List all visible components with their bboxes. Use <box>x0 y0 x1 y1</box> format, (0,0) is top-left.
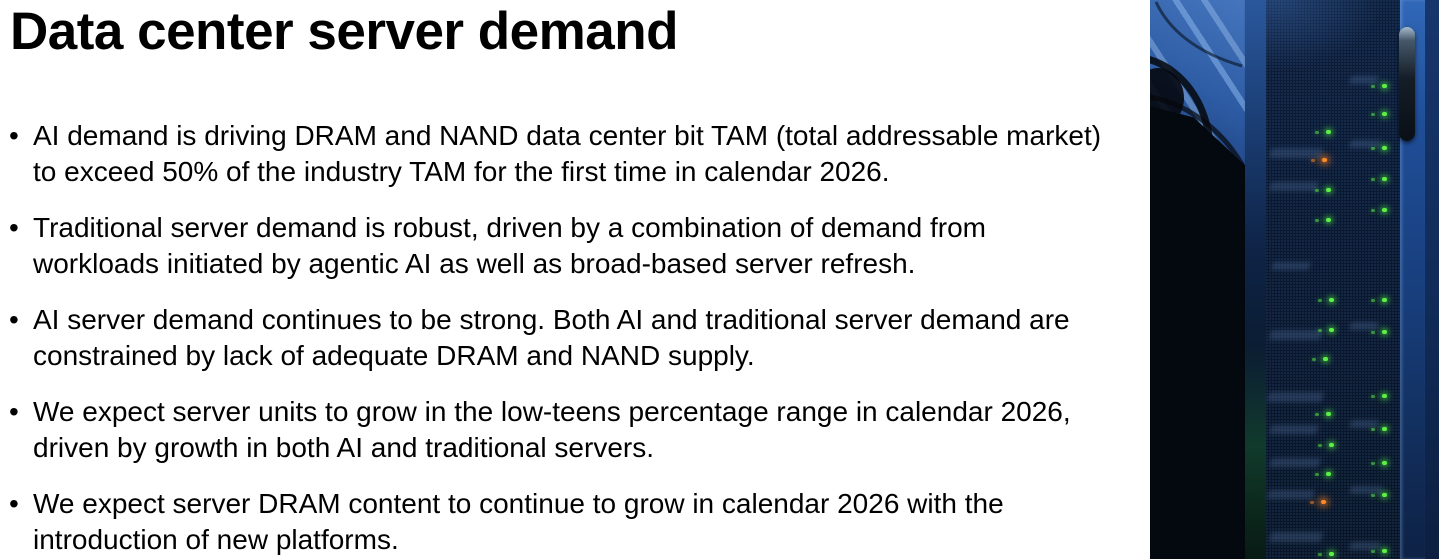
led-light-dim <box>1318 444 1322 447</box>
led-light-dim <box>1318 553 1322 556</box>
bullet-text: We expect server DRAM content to continu… <box>33 488 1004 555</box>
led-layer <box>1150 0 1439 559</box>
slide-content: Data center server demand • AI demand is … <box>9 0 1114 555</box>
led-light-dim <box>1315 131 1319 134</box>
led-light <box>1382 461 1387 465</box>
bullet-item: • AI server demand continues to be strong… <box>9 302 1105 374</box>
bullet-marker: • <box>9 120 19 151</box>
led-light <box>1321 500 1326 504</box>
led-light-dim <box>1371 299 1375 302</box>
bullet-marker: • <box>9 396 19 427</box>
mesh-door <box>1266 0 1402 559</box>
bullet-marker: • <box>9 488 19 519</box>
led-light <box>1326 472 1331 476</box>
led-light-dim <box>1315 473 1319 476</box>
led-light-dim <box>1371 147 1375 150</box>
bullet-item: • AI demand is driving DRAM and NAND data… <box>9 118 1105 190</box>
bullet-text: Traditional server demand is robust, dri… <box>33 212 986 279</box>
bullet-item: • Traditional server demand is robust, dr… <box>9 210 1105 282</box>
slide-title: Data center server demand <box>10 2 679 61</box>
bullet-item: • We expect server DRAM content to contin… <box>9 486 1105 558</box>
server-rack-photo <box>1150 0 1439 559</box>
led-light-dim <box>1371 178 1375 181</box>
led-light <box>1326 188 1331 192</box>
led-light <box>1326 130 1331 134</box>
led-light-dim <box>1312 358 1316 361</box>
led-light <box>1382 208 1387 212</box>
led-light <box>1382 112 1387 116</box>
led-light-dim <box>1311 159 1315 162</box>
led-light-dim <box>1371 428 1375 431</box>
bullet-text: AI server demand continues to be strong.… <box>33 304 1070 371</box>
door-handle <box>1399 27 1415 141</box>
rack-frame-left <box>1245 0 1266 559</box>
led-light <box>1382 493 1387 497</box>
led-light <box>1326 412 1331 416</box>
led-light <box>1382 549 1387 553</box>
panel-edge <box>1425 0 1439 559</box>
led-light-dim <box>1371 209 1375 212</box>
bullet-text: We expect server units to grow in the lo… <box>33 396 1071 463</box>
led-light-dim <box>1318 329 1322 332</box>
led-light <box>1329 298 1334 302</box>
bullet-marker: • <box>9 304 19 335</box>
led-light <box>1322 158 1327 162</box>
led-light <box>1323 357 1328 361</box>
led-light <box>1329 443 1334 447</box>
led-light-dim <box>1315 219 1319 222</box>
bullet-item: • We expect server units to grow in the l… <box>9 394 1105 466</box>
bullet-marker: • <box>9 212 19 243</box>
led-light-dim <box>1371 395 1375 398</box>
led-light-dim <box>1310 501 1314 504</box>
led-light <box>1326 218 1331 222</box>
led-light <box>1382 298 1387 302</box>
led-light <box>1382 427 1387 431</box>
led-light <box>1382 394 1387 398</box>
led-light <box>1382 84 1387 88</box>
led-light <box>1382 177 1387 181</box>
led-light-dim <box>1371 462 1375 465</box>
led-light-dim <box>1315 413 1319 416</box>
led-light <box>1382 330 1387 334</box>
led-light-dim <box>1315 189 1319 192</box>
led-light-dim <box>1371 113 1375 116</box>
bullet-list: • AI demand is driving DRAM and NAND data… <box>9 118 1105 559</box>
bullet-text: AI demand is driving DRAM and NAND data … <box>33 120 1102 187</box>
led-light-dim <box>1371 550 1375 553</box>
led-light-dim <box>1371 331 1375 334</box>
led-light-dim <box>1371 85 1375 88</box>
led-light <box>1329 552 1334 556</box>
led-light <box>1329 328 1334 332</box>
led-light-dim <box>1371 494 1375 497</box>
led-light-dim <box>1318 299 1322 302</box>
led-light <box>1382 146 1387 150</box>
